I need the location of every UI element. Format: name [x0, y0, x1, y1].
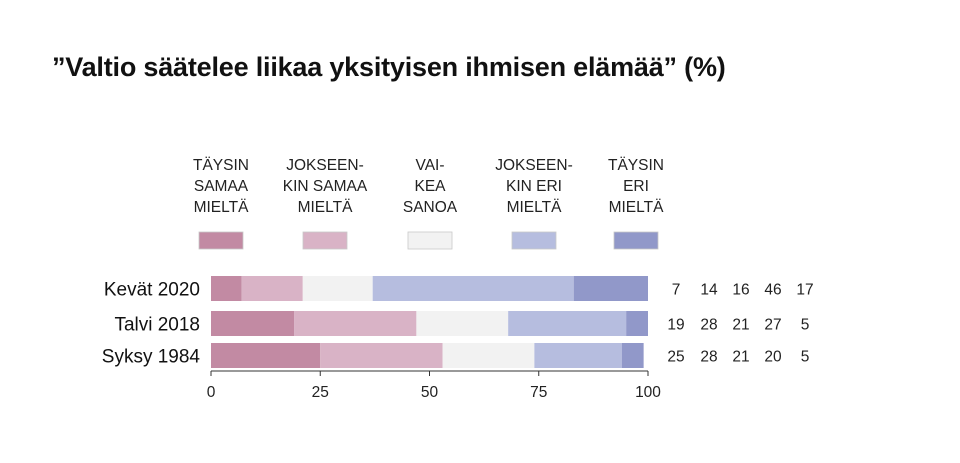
category-labels: Kevät 2020 Talvi 2018 Syksy 1984	[102, 280, 201, 368]
value-label: 21	[732, 349, 749, 366]
legend-item: JOKSEEN- KIN SAMAA MIELTÄ	[283, 157, 368, 250]
value-label: 21	[732, 317, 749, 334]
category-label: Kevät 2020	[104, 280, 200, 301]
bar-segment	[626, 311, 648, 336]
x-tick-label: 50	[421, 384, 439, 401]
bar-segment	[442, 343, 535, 368]
bar-segment	[534, 343, 622, 368]
value-label: 17	[796, 282, 813, 299]
category-label: Talvi 2018	[114, 315, 200, 336]
legend-label: TÄYSIN	[608, 157, 664, 174]
value-label: 27	[764, 317, 781, 334]
bar-segment	[372, 276, 574, 301]
chart-title: ”Valtio säätelee liikaa yksityisen ihmis…	[52, 52, 726, 82]
bar-segment	[320, 343, 443, 368]
x-tick-label: 25	[312, 384, 329, 401]
value-label: 5	[801, 317, 810, 334]
value-label: 28	[700, 317, 717, 334]
legend-swatch	[511, 231, 557, 250]
value-label: 25	[667, 349, 684, 366]
legend-label: MIELTÄ	[298, 199, 353, 216]
legend-label: ERI	[623, 178, 649, 195]
x-tick-label: 100	[635, 384, 661, 401]
legend-label: MIELTÄ	[507, 199, 562, 216]
bar-segment	[241, 276, 303, 301]
value-labels: 7 14 16 46 17 19 28 21 27 5 25 28 21 20 5	[667, 282, 813, 366]
legend-label: KIN ERI	[506, 178, 562, 195]
value-label: 46	[764, 282, 781, 299]
x-tick-label: 75	[530, 384, 547, 401]
x-tick-label: 0	[207, 384, 216, 401]
value-label: 20	[764, 349, 782, 366]
bar-segment	[416, 311, 509, 336]
value-label: 19	[667, 317, 684, 334]
legend-label: KIN SAMAA	[283, 178, 368, 195]
legend-label: MIELTÄ	[194, 199, 249, 216]
legend-swatch	[302, 231, 348, 250]
bar-segment	[211, 343, 321, 368]
value-label: 16	[732, 282, 749, 299]
legend-label: MIELTÄ	[609, 199, 664, 216]
legend-label: JOKSEEN-	[286, 157, 364, 174]
category-label: Syksy 1984	[102, 347, 201, 368]
legend-item: JOKSEEN- KIN ERI MIELTÄ	[495, 157, 573, 250]
bar-segment	[621, 343, 644, 368]
legend-item: VAI- KEA SANOA	[403, 157, 458, 250]
legend-label: TÄYSIN	[193, 157, 249, 174]
legend-item: TÄYSIN SAMAA MIELTÄ	[193, 157, 249, 250]
bar-segment	[211, 311, 295, 336]
legend-label: KEA	[414, 178, 446, 195]
bar-segment	[573, 276, 648, 301]
value-label: 14	[700, 282, 718, 299]
legend-item: TÄYSIN ERI MIELTÄ	[608, 157, 664, 250]
bar-segment	[302, 276, 373, 301]
legend-label: JOKSEEN-	[495, 157, 573, 174]
value-label: 5	[801, 349, 810, 366]
legend-swatch	[407, 231, 453, 250]
value-label: 7	[672, 282, 681, 299]
bar-segment	[211, 276, 242, 301]
value-label: 28	[700, 349, 717, 366]
legend-swatch	[613, 231, 659, 250]
legend-label: SANOA	[403, 199, 458, 216]
x-axis: 0 25 50 75 100	[207, 370, 661, 401]
legend-label: SAMAA	[194, 178, 249, 195]
legend: TÄYSIN SAMAA MIELTÄ JOKSEEN- KIN SAMAA MIELTÄ…	[193, 157, 664, 250]
legend-label: VAI-	[416, 157, 445, 174]
bars	[211, 276, 648, 368]
legend-swatch	[198, 231, 244, 250]
bar-segment	[508, 311, 627, 336]
bar-segment	[294, 311, 417, 336]
